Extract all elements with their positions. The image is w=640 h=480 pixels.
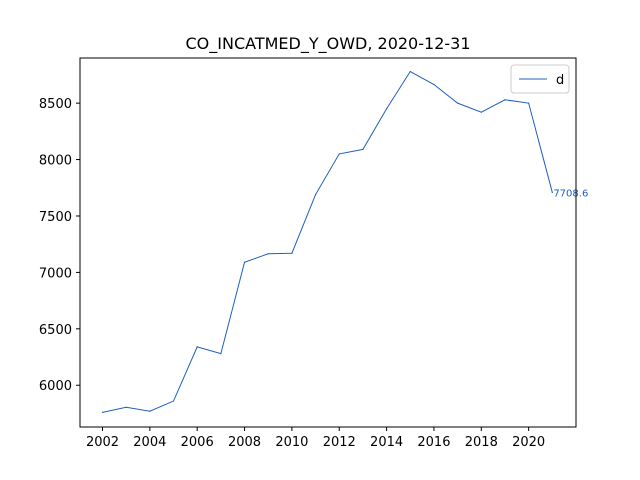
data-point	[338, 153, 340, 155]
data-point	[291, 252, 293, 254]
x-tick-label: 2004	[133, 435, 166, 450]
data-point	[409, 70, 411, 73]
data-point	[101, 411, 104, 413]
y-tick-label: 7000	[39, 266, 72, 281]
y-tick-label: 6500	[39, 323, 72, 338]
data-point	[480, 111, 482, 113]
data-point	[267, 253, 269, 255]
x-tick-label: 2006	[181, 435, 214, 450]
plot-area: 7708.6	[101, 70, 588, 413]
series-line-d	[102, 70, 553, 413]
data-point	[362, 148, 364, 151]
axes-frame	[79, 57, 577, 428]
data-point	[433, 83, 435, 86]
data-point	[220, 353, 222, 355]
legend: d	[510, 64, 570, 94]
data-point	[149, 410, 151, 412]
x-tick-label: 2020	[512, 435, 545, 450]
data-point	[385, 108, 388, 110]
x-tick-label: 2018	[465, 435, 498, 450]
data-point	[243, 261, 246, 263]
data-point	[314, 193, 317, 196]
data-point	[196, 346, 198, 348]
y-tick-label: 8500	[39, 97, 72, 112]
legend-label: d	[556, 73, 564, 88]
y-tick-label: 7500	[39, 210, 72, 225]
data-point	[551, 191, 553, 194]
x-tick-label: 2002	[86, 435, 119, 450]
data-point	[125, 406, 127, 408]
x-tick-label: 2008	[228, 435, 261, 450]
y-tick-label: 8000	[39, 154, 72, 169]
axes: 2002 2004 2006 2008 2010 2012 2014 2016 2018 2020…	[39, 57, 577, 450]
x-tick-label: 2016	[417, 435, 450, 450]
data-point	[504, 99, 506, 101]
data-point	[172, 400, 175, 402]
data-point	[528, 102, 530, 104]
x-tick-label: 2014	[370, 435, 403, 450]
data-point	[457, 102, 459, 104]
chart-title: CO_INCATMED_Y_OWD, 2020-12-31	[186, 34, 471, 54]
x-tick-label: 2012	[323, 435, 356, 450]
y-tick-label: 6000	[39, 379, 72, 394]
x-tick-label: 2010	[275, 435, 308, 450]
data-label: 7708.6	[553, 188, 588, 199]
